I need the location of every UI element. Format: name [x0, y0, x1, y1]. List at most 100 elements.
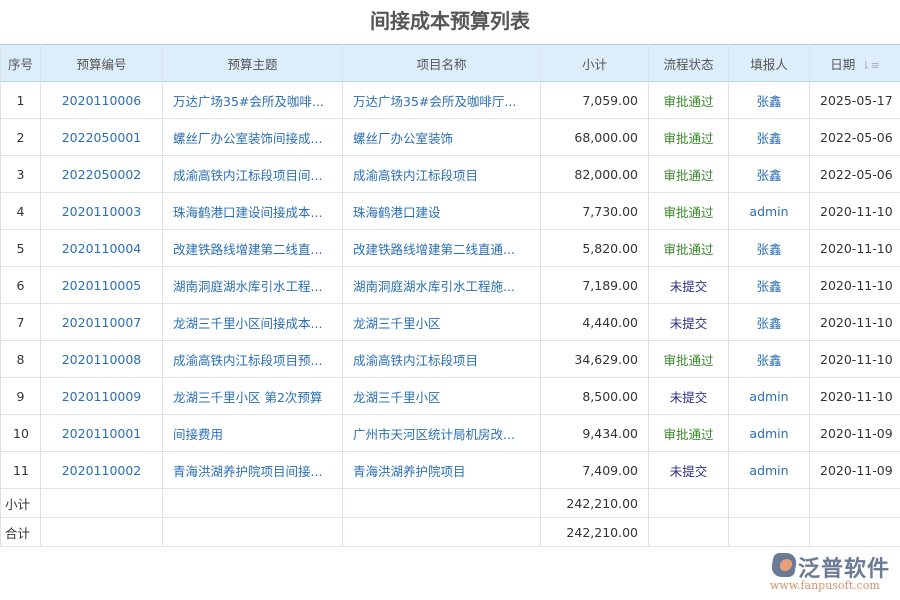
- budget-no-link[interactable]: 2020110002: [40, 451, 163, 489]
- budget-no-link[interactable]: 2020110004: [40, 229, 163, 267]
- budget-subject-link[interactable]: 成渝高铁内江标段项目间...: [162, 155, 343, 193]
- row-subtotal: 34,629.00: [540, 340, 649, 378]
- project-name-link[interactable]: 青海洪湖养护院项目: [342, 451, 541, 489]
- project-name-link[interactable]: 湖南洞庭湖水库引水工程施...: [342, 266, 541, 304]
- table-row[interactable]: 1 2020110006 万达广场35#会所及咖啡... 万达广场35#会所及咖啡厅.…: [0, 81, 900, 119]
- row-date: 2022-05-06: [809, 118, 900, 156]
- row-subtotal: 68,000.00: [540, 118, 649, 156]
- reporter-link[interactable]: 张鑫: [728, 118, 810, 156]
- reporter-link[interactable]: 张鑫: [728, 303, 810, 341]
- row-date: 2020-11-10: [809, 303, 900, 341]
- budget-no-link[interactable]: 2020110009: [40, 377, 163, 415]
- project-name-link[interactable]: 成渝高铁内江标段项目: [342, 155, 541, 193]
- row-index: 3: [0, 155, 41, 193]
- reporter-link[interactable]: 张鑫: [728, 229, 810, 267]
- project-name-link[interactable]: 万达广场35#会所及咖啡厅...: [342, 81, 541, 119]
- status: 未提交: [648, 451, 729, 489]
- row-date: 2020-11-10: [809, 340, 900, 378]
- budget-no-link[interactable]: 2022050001: [40, 118, 163, 156]
- logo-url: www.fanpusoft.com: [770, 579, 880, 592]
- row-date: 2020-11-09: [809, 451, 900, 489]
- col-date[interactable]: 日期 ⇂≡: [809, 44, 900, 82]
- budget-subject-link[interactable]: 螺丝厂办公室装饰间接成...: [162, 118, 343, 156]
- budget-no-link[interactable]: 2020110005: [40, 266, 163, 304]
- row-date: 2020-11-10: [809, 229, 900, 267]
- row-index: 10: [0, 414, 41, 452]
- table-row[interactable]: 6 2020110005 湖南洞庭湖水库引水工程... 湖南洞庭湖水库引水工程施...…: [0, 266, 900, 304]
- col-project-name: 项目名称: [342, 44, 541, 82]
- sort-icon[interactable]: ⇂≡: [861, 58, 880, 72]
- row-index: 1: [0, 81, 41, 119]
- row-date: 2020-11-10: [809, 266, 900, 304]
- table-header: 序号 预算编号 预算主题 项目名称 小计 流程状态 填报人 日期 ⇂≡: [0, 44, 900, 82]
- table-row[interactable]: 3 2022050002 成渝高铁内江标段项目间... 成渝高铁内江标段项目 82,00…: [0, 155, 900, 193]
- budget-subject-link[interactable]: 龙湖三千里小区 第2次预算: [162, 377, 343, 415]
- reporter-link[interactable]: 张鑫: [728, 266, 810, 304]
- row-date: 2020-11-10: [809, 192, 900, 230]
- reporter-link[interactable]: 张鑫: [728, 155, 810, 193]
- table-row[interactable]: 2 2022050001 螺丝厂办公室装饰间接成... 螺丝厂办公室装饰 68,000.…: [0, 118, 900, 156]
- budget-subject-link[interactable]: 改建铁路线增建第二线直...: [162, 229, 343, 267]
- table-row[interactable]: 11 2020110002 青海洪湖养护院项目间接... 青海洪湖养护院项目 7,409…: [0, 451, 900, 489]
- reporter-link[interactable]: admin: [728, 192, 810, 230]
- reporter-link[interactable]: admin: [728, 451, 810, 489]
- budget-no-link[interactable]: 2020110001: [40, 414, 163, 452]
- budget-subject-link[interactable]: 湖南洞庭湖水库引水工程...: [162, 266, 343, 304]
- budget-no-link[interactable]: 2020110006: [40, 81, 163, 119]
- budget-subject-link[interactable]: 万达广场35#会所及咖啡...: [162, 81, 343, 119]
- status: 审批通过: [648, 229, 729, 267]
- row-index: 9: [0, 377, 41, 415]
- project-name-link[interactable]: 改建铁路线增建第二线直通...: [342, 229, 541, 267]
- reporter-link[interactable]: 张鑫: [728, 81, 810, 119]
- project-name-link[interactable]: 螺丝厂办公室装饰: [342, 118, 541, 156]
- budget-subject-link[interactable]: 成渝高铁内江标段项目预...: [162, 340, 343, 378]
- project-name-link[interactable]: 广州市天河区统计局机房改...: [342, 414, 541, 452]
- col-budget-subject: 预算主题: [162, 44, 343, 82]
- table-row[interactable]: 4 2020110003 珠海鹤港口建设间接成本... 珠海鹤港口建设 7,730.00…: [0, 192, 900, 230]
- project-name-link[interactable]: 珠海鹤港口建设: [342, 192, 541, 230]
- budget-subject-link[interactable]: 龙湖三千里小区间接成本...: [162, 303, 343, 341]
- logo-name: 泛普软件: [798, 557, 891, 582]
- project-name-link[interactable]: 龙湖三千里小区: [342, 377, 541, 415]
- status: 审批通过: [648, 155, 729, 193]
- row-index: 4: [0, 192, 41, 230]
- reporter-link[interactable]: 张鑫: [728, 340, 810, 378]
- reporter-link[interactable]: admin: [728, 377, 810, 415]
- table-row[interactable]: 9 2020110009 龙湖三千里小区 第2次预算 龙湖三千里小区 8,500.00 未…: [0, 377, 900, 415]
- table-row[interactable]: 8 2020110008 成渝高铁内江标段项目预... 成渝高铁内江标段项目 34,62…: [0, 340, 900, 378]
- page-title: 间接成本预算列表: [370, 9, 530, 33]
- row-subtotal: 82,000.00: [540, 155, 649, 193]
- budget-no-link[interactable]: 2020110007: [40, 303, 163, 341]
- table-row[interactable]: 5 2020110004 改建铁路线增建第二线直... 改建铁路线增建第二线直通...…: [0, 229, 900, 267]
- budget-no-link[interactable]: 2022050002: [40, 155, 163, 193]
- total-label: 合计: [0, 517, 41, 547]
- row-date: 2020-11-09: [809, 414, 900, 452]
- total-row: 合计 242,210.00: [0, 517, 900, 547]
- col-budget-no: 预算编号: [40, 44, 163, 82]
- budget-subject-link[interactable]: 珠海鹤港口建设间接成本...: [162, 192, 343, 230]
- fanpusoft-logo: 泛普软件 www.fanpusoft.com: [700, 553, 890, 595]
- status: 审批通过: [648, 118, 729, 156]
- table-row[interactable]: 7 2020110007 龙湖三千里小区间接成本... 龙湖三千里小区 4,440.00…: [0, 303, 900, 341]
- status: 未提交: [648, 266, 729, 304]
- row-subtotal: 7,409.00: [540, 451, 649, 489]
- budget-no-link[interactable]: 2020110008: [40, 340, 163, 378]
- row-index: 2: [0, 118, 41, 156]
- project-name-link[interactable]: 龙湖三千里小区: [342, 303, 541, 341]
- row-subtotal: 4,440.00: [540, 303, 649, 341]
- total-value: 242,210.00: [540, 517, 649, 547]
- budget-no-link[interactable]: 2020110003: [40, 192, 163, 230]
- project-name-link[interactable]: 成渝高铁内江标段项目: [342, 340, 541, 378]
- reporter-link[interactable]: admin: [728, 414, 810, 452]
- status: 未提交: [648, 303, 729, 341]
- col-reporter: 填报人: [728, 44, 810, 82]
- budget-subject-link[interactable]: 青海洪湖养护院项目间接...: [162, 451, 343, 489]
- table-row[interactable]: 10 2020110001 间接费用 广州市天河区统计局机房改... 9,434.00 审…: [0, 414, 900, 452]
- col-date-label: 日期: [830, 56, 856, 72]
- row-subtotal: 7,730.00: [540, 192, 649, 230]
- col-status: 流程状态: [648, 44, 729, 82]
- budget-subject-link[interactable]: 间接费用: [162, 414, 343, 452]
- status: 未提交: [648, 377, 729, 415]
- status: 审批通过: [648, 340, 729, 378]
- row-subtotal: 8,500.00: [540, 377, 649, 415]
